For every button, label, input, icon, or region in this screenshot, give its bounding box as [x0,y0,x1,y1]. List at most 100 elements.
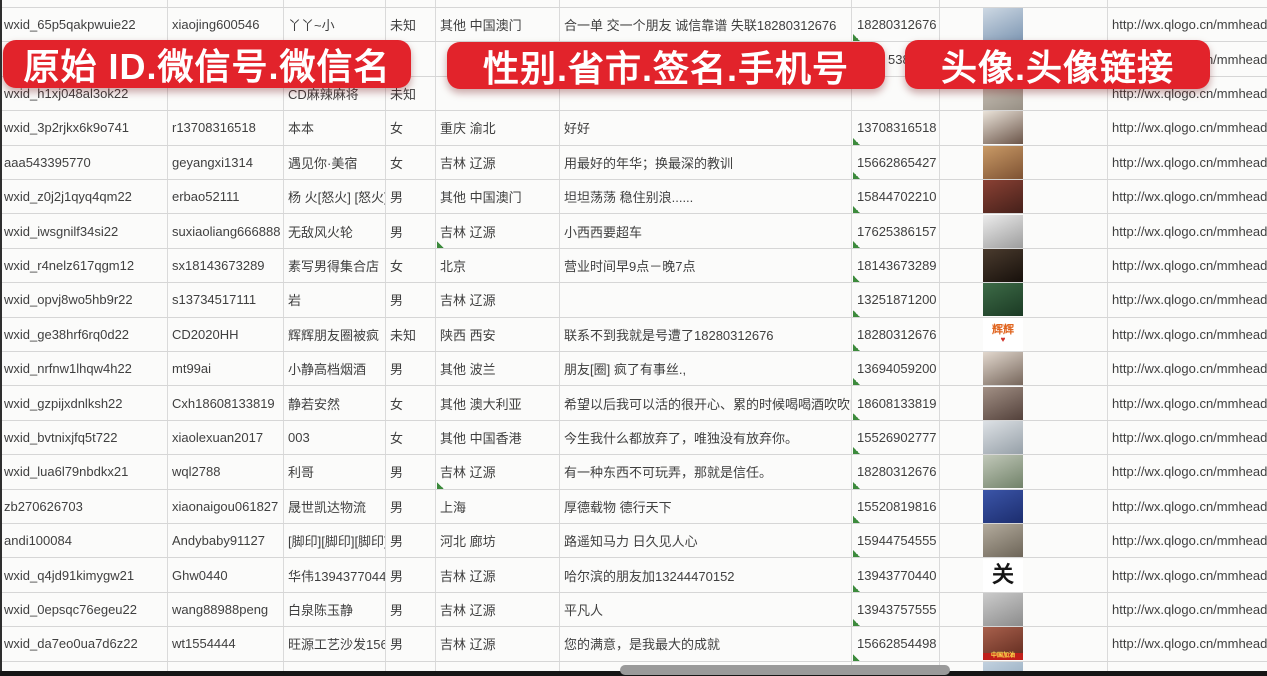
cell-phone[interactable]: 13251871200 [852,283,940,317]
cell-sig[interactable]: 用最好的年华；换最深的教训 [560,145,852,179]
cell-avatar[interactable] [940,420,1108,455]
table-row[interactable]: wxid_q4jd91kimygw21 Ghw0440 华伟13943770440 男… [0,558,1267,593]
cell-gender[interactable]: 男 [386,283,436,317]
cell-sig[interactable]: 合一单 交一个朋友 诚信靠谱 失联18280312676 [560,8,852,42]
cell-id[interactable] [0,661,168,676]
cell-region[interactable]: 吉林 辽源 [436,592,560,627]
cell-sig[interactable]: 路遥知马力 日久见人心 [560,524,852,558]
cell-phone[interactable]: 15662854498 [852,627,940,661]
cell-avatar[interactable]: 中国加油 [940,627,1108,661]
cell-id[interactable]: wxid_z0j2j1qyq4qm22 [0,180,168,214]
cell-avatar[interactable] [940,283,1108,317]
cell-gender[interactable] [386,661,436,676]
cell-sig[interactable]: 有一种东西不可玩弄，那就是信任。 [560,455,852,489]
cell-gender[interactable]: 男 [386,455,436,489]
cell-wxnum[interactable] [168,661,284,676]
guan-calligraphy-avatar[interactable]: 关 [983,558,1023,592]
table-row[interactable]: wxid_ge38hrf6rq0d22 CD2020HH 辉辉朋友圈被疯 未知 陕西 西… [0,317,1267,352]
cell-name[interactable]: 旺源工艺沙发15662854 [284,627,386,661]
cell-gender[interactable]: 女 [386,145,436,179]
cell-region[interactable]: 其他 波兰 [436,352,560,386]
table-row[interactable]: wxid_0epsqc76egeu22 wang88988peng 白泉陈玉静 男 吉林… [0,592,1267,628]
cell-wxnum[interactable]: wql2788 [168,455,284,489]
storefront-night-avatar[interactable] [983,248,1023,282]
cell-gender[interactable]: 女 [386,248,436,283]
cell-id[interactable]: wxid_r4nelz617qgm12 [0,248,168,283]
cell-sig[interactable]: 您的满意，是我最大的成就 [560,627,852,661]
cell-phone[interactable] [852,0,940,7]
cell-url[interactable]: http://wx.qlogo.cn/mmhead [1108,8,1267,41]
gray-person-avatar[interactable] [983,592,1023,626]
cell-wxnum[interactable]: s13734517111 [168,283,284,317]
cell-phone[interactable]: 18280312676 [852,8,940,42]
table-row[interactable]: wxid_opvj8wo5hb9r22 s13734517111 岩 男 吉林 辽源 13… [0,283,1267,318]
cell-phone[interactable]: 18280312676 [852,317,940,351]
table-row[interactable]: wxid_h1xj048al3ok22 CD麻辣麻将 未知 http://wx.qlo… [0,76,1267,112]
cell-wxnum[interactable]: CD2020HH [168,317,284,351]
cell-phone[interactable]: 13694059200 [852,352,940,386]
cell-url[interactable]: http://wx.qlogo.cn/mmhead [1108,180,1267,213]
table-row[interactable]: wxid_iwsgnilf34si22 suxiaoliang666888 无敌风火… [0,214,1267,249]
cell-id[interactable]: wxid_ge38hrf6rq0d22 [0,317,168,351]
man-photo-avatar[interactable] [983,455,1023,489]
cell-url[interactable]: http://wx.qlogo.cn/mmhead [1108,558,1267,591]
cell-gender[interactable]: 未知 [386,76,436,111]
cell-phone[interactable]: 17625386157 [852,214,940,248]
cell-phone[interactable]: 18608133819 [852,386,940,420]
cell-id[interactable]: zb270626703 [0,489,168,523]
cell-gender[interactable]: 女 [386,111,436,145]
cell-sig[interactable] [560,283,852,317]
cell-avatar[interactable] [940,455,1108,489]
cell-gender[interactable]: 男 [386,627,436,661]
cell-avatar[interactable]: 关 [940,558,1108,592]
cell-wxnum[interactable]: Cxh18608133819 [168,386,284,420]
table-row[interactable]: wxid_z0j2j1qyq4qm22 erbao52111 杨 火[怒火] [怒火… [0,180,1267,215]
cell-url[interactable]: http://wx.qlogo.cn/mmhead [1108,386,1267,419]
cell-wxnum[interactable]: Andybaby91127 [168,524,284,558]
cell-avatar[interactable] [940,145,1108,179]
cell-wxnum[interactable]: xiaonaigou061827 [168,489,284,523]
cell-wxnum[interactable]: geyangxi1314 [168,145,284,179]
table-row[interactable]: wxid_r4nelz617qgm12 sx18143673289 素写男得集合店女… [0,248,1267,284]
cell-wxnum[interactable]: erbao52111 [168,180,284,214]
dark-flowers-avatar[interactable] [983,180,1023,214]
cell-name[interactable]: 静若安然 [284,386,386,420]
cell-name[interactable]: 小静高档烟酒 [284,352,386,386]
cell-avatar[interactable] [940,0,1108,7]
cell-name[interactable]: [脚印][脚印][脚印][脚印 [284,524,386,558]
cell-region[interactable]: 陕西 西安 [436,317,560,351]
cell-gender[interactable]: 未知 [386,8,436,42]
cell-phone[interactable]: 15944754555 [852,524,940,558]
cell-region[interactable] [436,661,560,676]
cell-phone[interactable]: 18280312676 [852,455,940,489]
cell-sig[interactable]: 营业时间早9点－晚7点 [560,248,852,283]
cell-phone[interactable]: 15526902777 [852,420,940,455]
cell-name[interactable]: 遇见你·美宿 [284,145,386,179]
cell-region[interactable] [436,76,560,111]
cell-region[interactable]: 吉林 辽源 [436,455,560,489]
cell-sig[interactable]: 朋友[圈] 疯了有事丝., [560,352,852,386]
child-in-car-avatar[interactable] [983,214,1023,248]
cell-id[interactable]: wxid_h1xj048al3ok22 [0,76,168,111]
cell-id[interactable]: wxid_nrfnw1lhqw4h22 [0,352,168,386]
cell-sig[interactable]: 哈尔滨的朋友加13244470152 [560,558,852,592]
cell-gender[interactable]: 男 [386,180,436,214]
cell-region[interactable]: 吉林 辽源 [436,558,560,592]
cell-phone[interactable]: 15844702210 [852,180,940,214]
cell-region[interactable]: 重庆 渝北 [436,111,560,145]
cell-sig[interactable]: 小西西要超车 [560,214,852,248]
cell-url[interactable]: http://wx.qlogo.cn/mmhead [1108,111,1267,144]
cell-url[interactable]: http://wx.qlogo.cn/mmhead [1108,249,1267,282]
cell-wxnum[interactable]: r13708316518 [168,111,284,145]
cell-phone[interactable] [852,76,940,111]
cell-sig[interactable]: 好好 [560,111,852,145]
cell-gender[interactable]: 女 [386,386,436,420]
cell-gender[interactable]: 男 [386,352,436,386]
cell-url[interactable] [1108,0,1267,7]
table-row[interactable]: andi100084 Andybaby91127 [脚印][脚印][脚印][脚印男 河… [0,524,1267,559]
warm-scene-avatar[interactable] [983,145,1023,179]
cell-region[interactable]: 吉林 辽源 [436,214,560,248]
cell-name[interactable]: 003 [284,420,386,455]
table-row[interactable]: zb270626703 xiaonaigou061827 晟世凯达物流 男 上海 厚德载物… [0,489,1267,524]
table-row[interactable]: wxid_da7eo0ua7d6z22 wt1554444 旺源工艺沙发156628… [0,627,1267,662]
